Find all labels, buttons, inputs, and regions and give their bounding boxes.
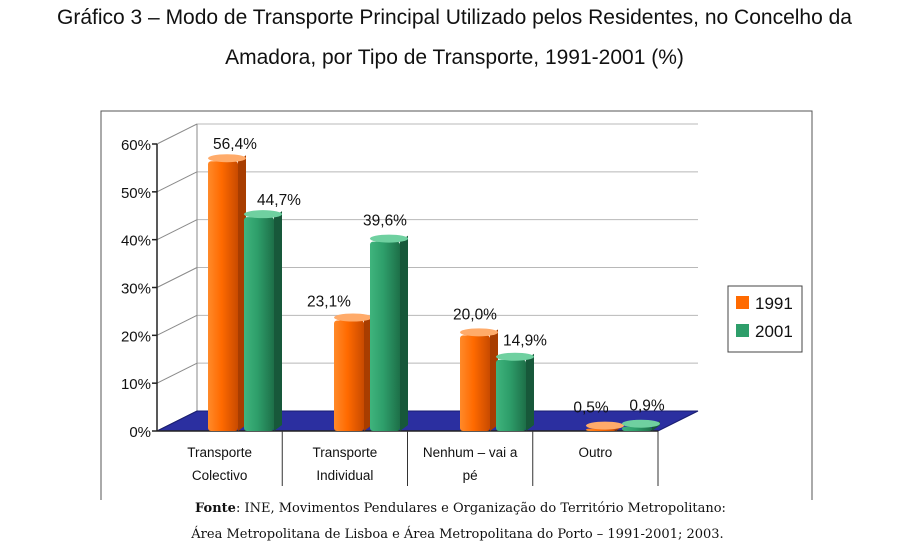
chart-frame [100, 110, 813, 500]
y-tick-label: 10% [121, 376, 151, 393]
y-tick-label: 50% [121, 185, 151, 202]
source-line1: Fonte: INE, Movimentos Pendulares e Orga… [12, 501, 909, 516]
x-tick-label: Colectivo [192, 468, 248, 483]
gridline-side [156, 219, 198, 241]
x-tick-label: Outro [578, 445, 612, 460]
bar-2001-2 [496, 352, 534, 431]
x-tick-label: pé [463, 468, 478, 483]
data-label-1991-2: 20,0% [453, 306, 497, 323]
data-label-1991-1: 23,1% [307, 294, 351, 311]
bar-1991-0 [208, 154, 246, 431]
y-tick-label: 0% [129, 424, 151, 441]
y-tick-label: 40% [121, 233, 151, 250]
y-tick-label: 60% [121, 137, 151, 154]
source-label: Fonte [195, 501, 236, 516]
bar-1991-2 [460, 328, 498, 431]
data-label-1991-3: 0,5% [573, 400, 609, 417]
data-label-2001-2: 14,9% [503, 333, 547, 350]
bar-1991-1 [334, 313, 372, 431]
gridline-side [156, 171, 198, 193]
gridline-side [156, 314, 198, 336]
chart-title-line1: Gráfico 3 – Modo de Transporte Principal… [57, 6, 852, 29]
data-label-2001-1: 39,6% [363, 213, 407, 230]
bar-2001-0 [244, 210, 282, 431]
data-label-2001-3: 0,9% [629, 398, 665, 415]
x-tick-label: Transporte [312, 445, 377, 460]
bar-chart: 0% 10% 20% 30% 40% 50% 60% Transporte Colectivo T… [100, 110, 813, 500]
legend-swatch-1991 [736, 296, 749, 309]
legend: 1991 2001 [727, 285, 803, 353]
x-tick-label: Nenhum – vai a [423, 445, 518, 460]
gridline-side [156, 123, 198, 145]
y-tick-label: 30% [121, 281, 151, 298]
y-tick-label: 20% [121, 328, 151, 345]
gridline-side [156, 362, 198, 384]
x-tick-label: Individual [316, 468, 373, 483]
legend-swatch-2001 [736, 324, 749, 337]
data-label-1991-0: 56,4% [213, 136, 257, 153]
bar-2001-3 [622, 419, 660, 431]
bar-2001-1 [370, 234, 408, 431]
gridline-side [156, 267, 198, 288]
source-line2: Área Metropolitana de Lisboa e Área Metr… [191, 527, 724, 542]
source-line1-text: : INE, Movimentos Pendulares e Organizaç… [235, 501, 726, 516]
data-label-2001-0: 44,7% [257, 192, 301, 209]
bar-1991-3 [586, 421, 624, 431]
x-tick-label: Transporte [187, 445, 252, 460]
chart-title-line2: Amadora, por Tipo de Transporte, 1991-20… [225, 46, 684, 69]
legend-label-1991: 1991 [755, 294, 793, 313]
legend-label-2001: 2001 [755, 322, 793, 341]
